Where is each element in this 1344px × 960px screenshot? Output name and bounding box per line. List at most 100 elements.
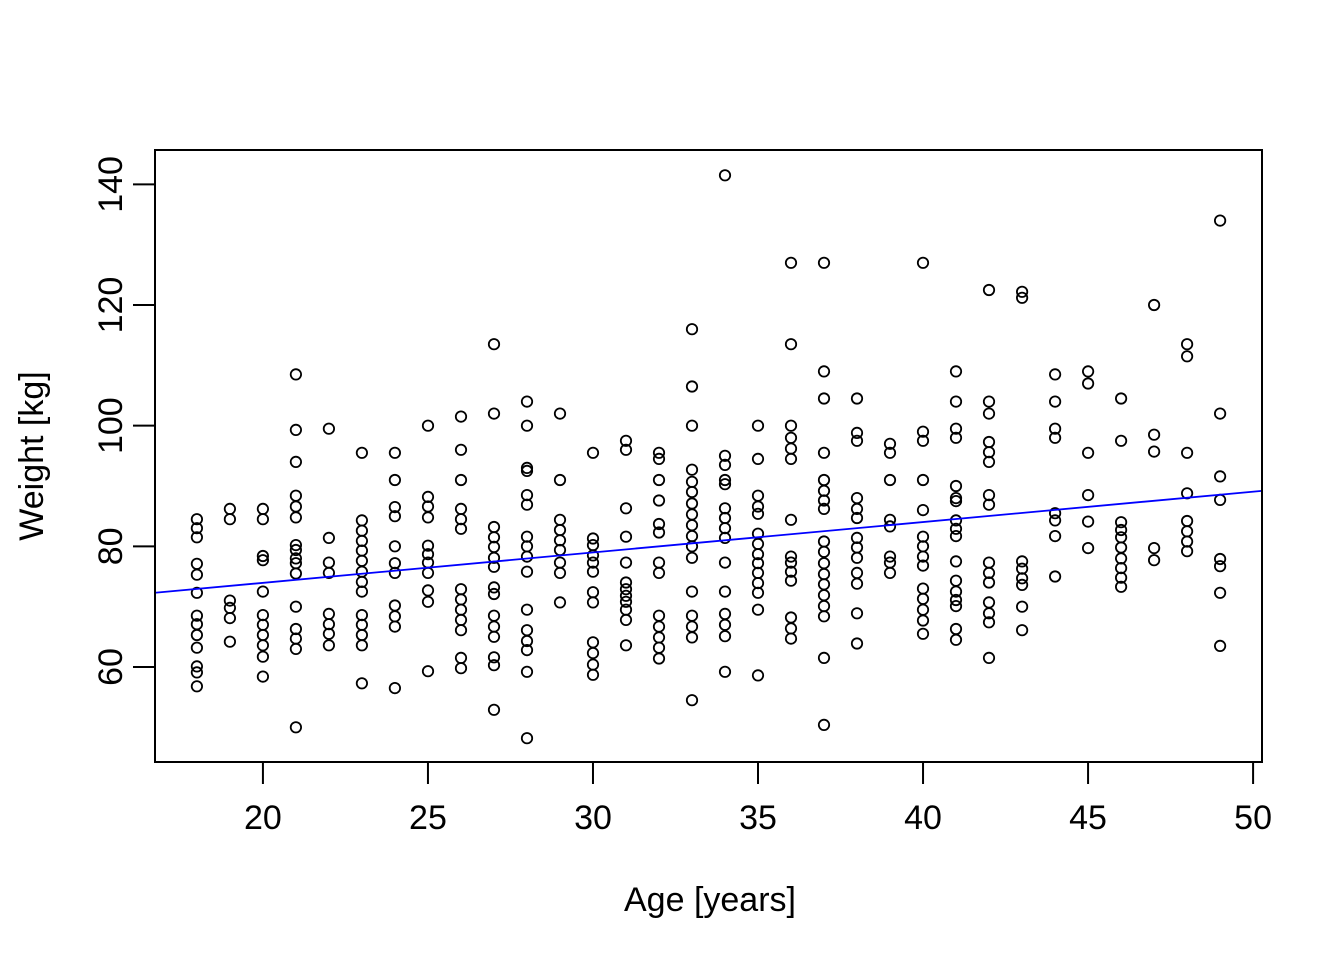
x-axis-title: Age [years]: [624, 881, 796, 919]
data-point: [1115, 571, 1128, 584]
data-point: [586, 556, 600, 569]
plot-box: [154, 149, 1263, 763]
data-point: [652, 526, 666, 539]
data-point: [883, 473, 897, 487]
data-point: [586, 549, 600, 562]
data-point: [190, 680, 203, 693]
data-point: [1148, 428, 1161, 441]
data-point: [1181, 350, 1194, 363]
data-point: [223, 635, 236, 648]
data-point: [685, 694, 699, 707]
data-point: [685, 419, 699, 432]
data-point: [520, 634, 534, 648]
data-point: [949, 585, 963, 598]
data-point: [487, 620, 501, 633]
data-point: [355, 565, 368, 578]
data-point: [223, 601, 236, 615]
data-point: [355, 446, 368, 459]
data-point: [322, 566, 335, 580]
data-point: [784, 513, 798, 526]
data-point: [355, 554, 368, 567]
data-point: [388, 473, 401, 487]
data-point: [850, 577, 864, 590]
data-point: [553, 513, 567, 526]
data-point: [421, 595, 435, 608]
data-point: [685, 519, 699, 532]
data-point: [652, 517, 666, 531]
data-point: [520, 665, 534, 678]
y-tick-label: 100: [92, 397, 130, 454]
data-point: [949, 365, 963, 378]
data-point: [619, 502, 633, 515]
data-point: [652, 566, 666, 580]
data-point: [652, 652, 666, 665]
data-point: [256, 554, 269, 567]
regression-line: [155, 489, 1262, 594]
x-tick-label: 45: [1069, 799, 1107, 837]
data-point: [520, 395, 534, 408]
data-point: [1015, 291, 1029, 304]
data-point: [520, 550, 534, 563]
y-tick-label: 60: [92, 648, 130, 686]
data-point: [685, 609, 699, 622]
data-point: [949, 633, 963, 646]
data-point: [487, 581, 501, 594]
data-point: [355, 585, 368, 598]
data-point: [289, 368, 302, 381]
data-point: [619, 639, 633, 652]
data-point: [553, 566, 567, 580]
data-point: [751, 548, 765, 561]
data-point: [949, 599, 963, 613]
data-point: [718, 556, 732, 569]
data-point: [685, 620, 699, 633]
data-point: [916, 627, 930, 640]
data-point: [289, 600, 302, 613]
data-point: [322, 556, 335, 569]
data-point: [223, 513, 236, 526]
data-point: [784, 419, 798, 432]
data-point: [916, 473, 930, 487]
data-point: [289, 455, 302, 468]
data-point: [190, 609, 203, 622]
data-point: [388, 610, 401, 623]
data-point: [982, 616, 996, 629]
data-point: [256, 502, 269, 515]
data-point: [817, 589, 831, 602]
data-point: [850, 566, 864, 580]
data-point: [1148, 298, 1161, 312]
data-point: [256, 585, 269, 598]
data-point: [421, 584, 435, 597]
data-point: [619, 443, 633, 456]
data-point: [190, 666, 203, 679]
data-point: [949, 555, 963, 568]
data-point: [982, 651, 996, 665]
data-point: [487, 520, 501, 534]
data-point: [1181, 338, 1194, 351]
data-point: [1115, 523, 1128, 537]
data-point: [916, 603, 930, 616]
data-point: [454, 473, 468, 487]
data-point: [553, 596, 567, 609]
data-point: [982, 498, 996, 511]
data-point: [685, 463, 699, 476]
data-point: [289, 511, 302, 524]
data-point: [1015, 572, 1029, 585]
data-point: [256, 670, 269, 683]
data-point: [1181, 514, 1194, 528]
data-point: [289, 489, 302, 502]
data-point: [949, 395, 963, 408]
data-point: [454, 410, 468, 423]
data-point: [1214, 639, 1227, 653]
data-point: [421, 539, 435, 552]
data-point: [916, 503, 930, 517]
data-point: [784, 550, 798, 563]
data-point: [388, 510, 401, 523]
data-point: [883, 437, 897, 450]
data-point: [817, 392, 831, 405]
data-point: [586, 636, 600, 649]
data-point: [586, 538, 600, 552]
data-point: [1115, 580, 1128, 593]
data-point: [619, 434, 633, 447]
data-point: [553, 473, 567, 487]
data-point: [190, 586, 203, 599]
